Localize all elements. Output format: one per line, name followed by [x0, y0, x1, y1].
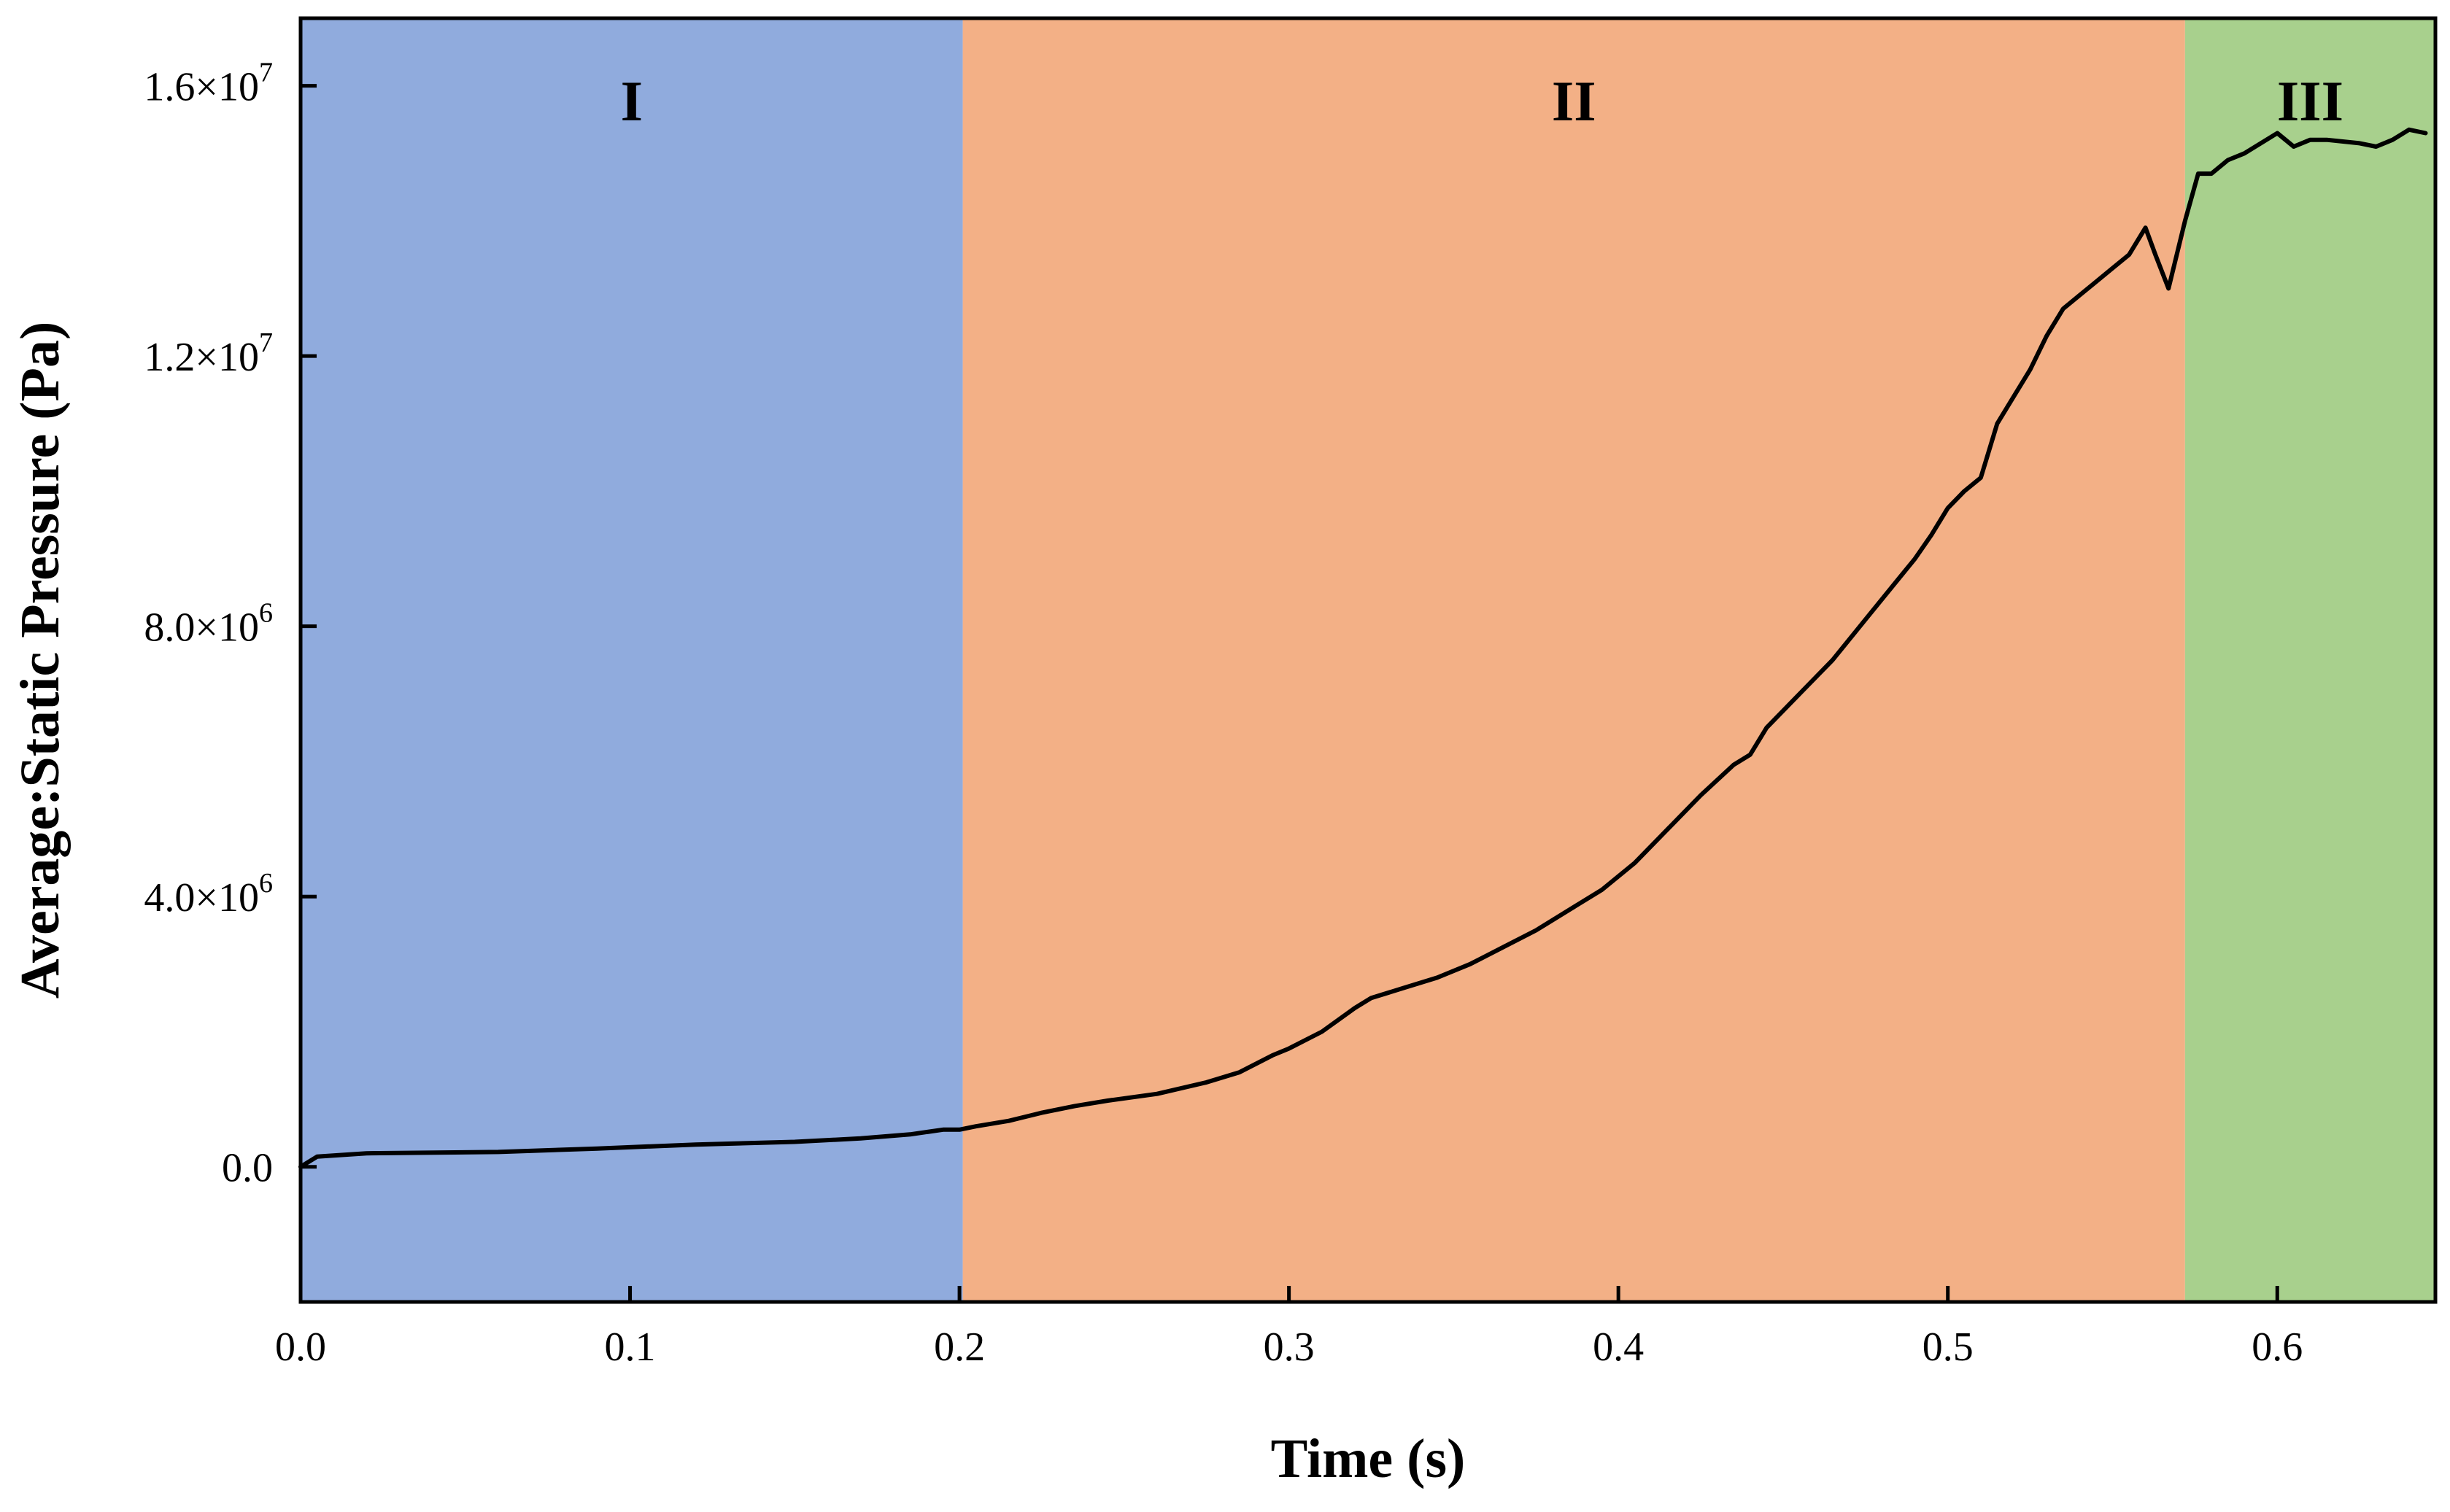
region-2-label: II: [1552, 69, 1596, 133]
x-axis: 0.0 0.1 0.2 0.3 0.4 0.5 0.6: [275, 1286, 2303, 1370]
region-3-label: III: [2277, 69, 2343, 133]
regions-layer: [301, 18, 2435, 1302]
y-tick-exponent: 7: [259, 327, 273, 358]
y-tick-mantissa: 4.0×10: [144, 875, 259, 920]
plot-frame: [298, 16, 2438, 1304]
x-tick-label-0.2: 0.2: [934, 1325, 985, 1370]
series-line-1: [298, 127, 2428, 1169]
y-tick-mantissa: 1.2×10: [144, 335, 259, 380]
region-1-label: I: [621, 69, 643, 133]
y-tick-label-0: 0.0: [222, 1146, 273, 1191]
x-tick-label-0.3: 0.3: [1264, 1325, 1315, 1370]
region-2-band: [962, 18, 2185, 1302]
series-layer: [298, 127, 2428, 1169]
x-tick-label-0.1: 0.1: [605, 1325, 656, 1370]
x-tick-label-0.5: 0.5: [1922, 1325, 1974, 1370]
y-tick-label-3: 1.2×107: [144, 327, 273, 380]
x-tick-label-0.0: 0.0: [275, 1325, 326, 1370]
x-tick-label-0.4: 0.4: [1593, 1325, 1644, 1370]
y-tick-exponent: 6: [259, 598, 273, 629]
y-tick-mantissa: 1.6×10: [144, 65, 259, 110]
y-tick-label-1: 4.0×106: [144, 868, 273, 920]
y-tick-label-4: 1.6×107: [144, 58, 273, 110]
y-tick-exponent: 6: [259, 868, 273, 899]
region-3-band: [2184, 18, 2435, 1302]
x-axis-title: Time (s): [1271, 1428, 1466, 1489]
y-tick-mantissa: 8.0×10: [144, 605, 259, 651]
region-1-band: [301, 18, 963, 1302]
y-tick-label-2: 8.0×106: [144, 598, 273, 651]
y-tick-exponent: 7: [259, 58, 273, 88]
y-tick-mantissa: 0.0: [222, 1146, 273, 1191]
y-axis-title: Average:Static Pressure (Pa): [9, 322, 71, 999]
region-labels-layer: I II III: [621, 69, 2343, 133]
x-tick-label-0.6: 0.6: [2252, 1325, 2303, 1370]
